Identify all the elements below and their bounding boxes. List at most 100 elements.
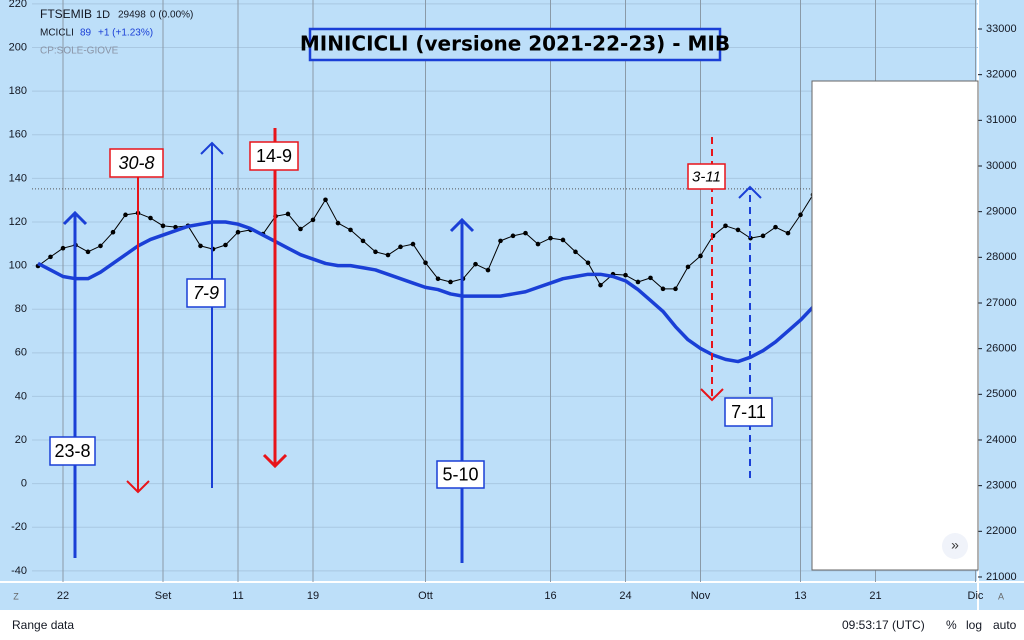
arrow-head (262, 453, 288, 469)
arrow-head (126, 480, 150, 494)
price-dot (48, 254, 53, 260)
price-dot (548, 235, 553, 241)
y-tick-label: 200 (9, 41, 27, 53)
y2-tick-label: 26000 (986, 343, 1017, 355)
symbol: FTSEMIB (40, 7, 92, 21)
price-dot (498, 238, 503, 244)
y2-tick-label: 33000 (986, 23, 1017, 35)
annotation-label: 14-9 (256, 146, 292, 166)
overlay-name: CP:SOLE-GIOVE (40, 46, 119, 57)
price-dot (148, 215, 153, 221)
price-change: 0 (0.00%) (150, 10, 193, 21)
x-tick-label: Dic (968, 590, 984, 602)
y-tick-label: -40 (11, 565, 27, 577)
price-dot (660, 286, 666, 292)
interval: 1D (96, 9, 110, 21)
price-dot (198, 243, 203, 249)
annotation-label: 7-11 (731, 402, 766, 422)
corner-label[interactable]: A (998, 591, 1004, 601)
white-panel (811, 80, 979, 571)
x-tick-label: 13 (794, 590, 806, 602)
indicator-change: +1 (+1.23%) (98, 28, 153, 39)
y-tick-label: 0 (21, 478, 27, 490)
y-tick-label: -20 (11, 521, 27, 533)
annotation-box (687, 163, 726, 190)
price-dot (685, 264, 691, 270)
price-dot (110, 229, 116, 235)
annotation-box (724, 397, 773, 427)
x-tick-label: 22 (57, 590, 69, 602)
price-dot (485, 267, 491, 273)
annotation-label: 30-8 (118, 153, 154, 173)
arrow-head (449, 217, 475, 233)
range-button[interactable]: Range data (12, 618, 75, 632)
price-dot (423, 260, 428, 266)
price-dot (798, 212, 803, 218)
chart-title: MINICICLI (versione 2021-22-23) - MIB (300, 32, 730, 56)
price-dot (698, 253, 703, 259)
y-tick-label: 120 (9, 216, 27, 228)
price-dot (723, 223, 728, 229)
price-dot (635, 279, 641, 285)
y2-tick-label: 25000 (986, 388, 1017, 400)
auto-toggle[interactable]: auto (993, 618, 1017, 632)
price-dot (285, 211, 291, 217)
price-dot (535, 241, 541, 247)
annotation-box (49, 436, 96, 466)
annotation-label: 5-10 (442, 464, 478, 484)
clock: 09:53:17 (UTC) (842, 618, 925, 632)
price-dot (560, 237, 566, 243)
price-dot (410, 241, 416, 247)
x-tick-label: 16 (544, 590, 556, 602)
last-price: 29498 (118, 10, 146, 21)
y2-tick-label: 23000 (986, 480, 1017, 492)
y2-tick-label: 31000 (986, 114, 1017, 126)
price-dot (385, 252, 391, 258)
x-tick-label: 24 (619, 590, 631, 602)
percent-toggle[interactable]: % (946, 618, 957, 632)
y-tick-label: 20 (15, 434, 27, 446)
y2-tick-label: 30000 (986, 160, 1017, 172)
y-tick-label: 180 (9, 85, 27, 97)
annotation-label: 7-9 (193, 283, 219, 303)
price-dot (298, 226, 303, 232)
y-tick-label: 80 (15, 303, 27, 315)
y2-tick-label: 21000 (986, 571, 1017, 583)
y2-tick-label: 28000 (986, 251, 1017, 263)
price-dot (335, 220, 341, 226)
price-dot (173, 224, 178, 230)
y-tick-label: 60 (15, 347, 27, 359)
chart: -40 -20 0 20 40 60 80 100 120 140 160 180 200 220 2100… (0, 0, 1024, 610)
x-tick-label: Set (155, 590, 172, 602)
annotation-box (186, 278, 226, 308)
price-dot (60, 245, 66, 251)
toolbar: Range data 09:53:17 (UTC) % log auto (0, 610, 1024, 640)
price-dot (360, 238, 366, 244)
price-dot (473, 261, 478, 267)
corner-label[interactable]: Z (13, 591, 19, 601)
price-dot (160, 223, 166, 229)
price-dot (648, 275, 653, 281)
y2-tick-label: 29000 (986, 206, 1017, 218)
scroll-button[interactable] (942, 533, 968, 559)
log-toggle[interactable]: log (966, 618, 983, 632)
price-dot (348, 227, 353, 233)
scroll-icon[interactable]: » (951, 537, 959, 553)
annotation-box (109, 148, 164, 178)
x-tick-label: 11 (232, 590, 243, 602)
y-tick-label: 40 (15, 390, 27, 402)
x-tick-label: 21 (869, 590, 881, 602)
annotation-label: 3-11 (692, 168, 721, 185)
title-box (308, 27, 722, 62)
price-dot (310, 217, 316, 223)
x-tick-label: 19 (307, 590, 319, 602)
y2-tick-label: 24000 (986, 434, 1017, 446)
y2-tick-label: 22000 (986, 525, 1017, 537)
price-dot (323, 197, 328, 203)
annotation-box (436, 460, 485, 489)
price-dot (785, 230, 791, 236)
y2-tick-label: 27000 (986, 297, 1017, 309)
price-dot (448, 279, 453, 285)
x-tick-label: Ott (418, 590, 433, 602)
